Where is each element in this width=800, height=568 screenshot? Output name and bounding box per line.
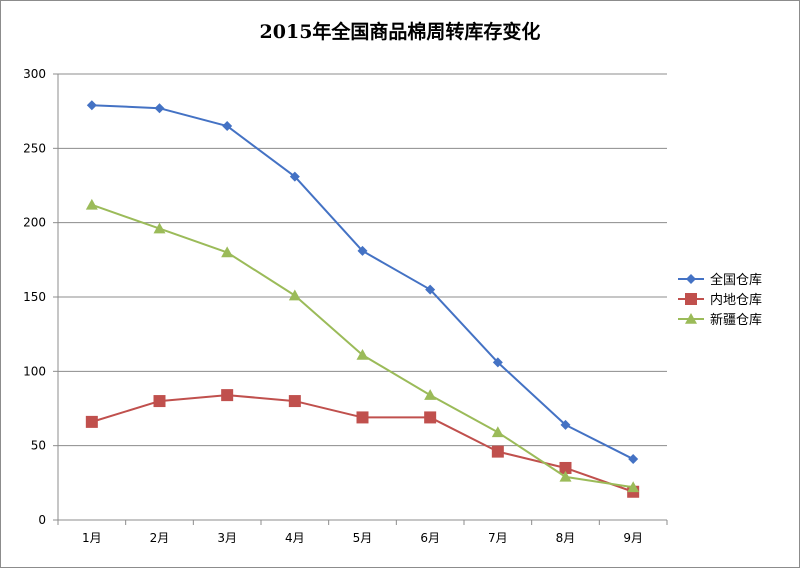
series-1-point-1	[86, 100, 97, 111]
x-tick-labels: 1月 2月 3月 4月 5月 6月 7月 8月 9月	[82, 531, 643, 545]
series-2-point-3	[221, 389, 234, 402]
y-tick-label-100: 100	[23, 364, 46, 378]
series-3	[85, 198, 640, 493]
x-tick-label-5: 5月	[353, 531, 373, 545]
x-tick-label-6: 6月	[420, 531, 440, 545]
series-3-point-8	[559, 470, 572, 482]
legend-entry-3: 新疆仓库	[678, 312, 762, 328]
y-tick-label-0: 0	[38, 513, 46, 527]
legend-label-2: 内地仓库	[710, 292, 762, 308]
x-tick-label-4: 4月	[285, 531, 305, 545]
chart-title: 2015年全国商品棉周转库存变化	[260, 20, 541, 43]
x-tick-label-1: 1月	[82, 531, 102, 545]
legend-marker-1	[686, 274, 696, 284]
series-2-point-1	[85, 415, 98, 428]
x-tick-label-2: 2月	[150, 531, 170, 545]
series-1-point-3	[222, 121, 233, 132]
y-tick-label-200: 200	[23, 216, 46, 230]
series-2	[85, 389, 640, 498]
legend-entry-1: 全国仓库	[678, 272, 762, 288]
series-1-point-8	[560, 419, 571, 430]
series-3-point-3	[221, 246, 234, 258]
series-group	[85, 100, 640, 498]
series-2-point-7	[491, 445, 504, 458]
series-2-point-5	[356, 411, 369, 424]
series-1-point-7	[492, 357, 503, 368]
series-2-line	[91, 394, 634, 493]
legend-label-1: 全国仓库	[710, 272, 762, 288]
series-3-point-1	[85, 198, 98, 210]
x-tick-label-9: 9月	[623, 531, 643, 545]
x-tick-label-3: 3月	[217, 531, 237, 545]
series-3-point-9	[627, 481, 640, 493]
series-1-point-6	[425, 284, 436, 295]
series-2-point-4	[288, 395, 301, 408]
series-3-point-7	[491, 426, 504, 438]
series-3-point-5	[356, 348, 369, 360]
series-1-point-5	[357, 245, 368, 256]
y-tick-label-300: 300	[23, 67, 46, 81]
y-tick-labels: 0 50 100 150 200 250 300	[23, 67, 46, 527]
series-1	[86, 100, 639, 465]
series-2-point-6	[424, 411, 437, 424]
series-2-point-2	[153, 395, 166, 408]
series-3-point-4	[288, 289, 301, 301]
series-1-point-9	[628, 454, 639, 465]
series-1-line	[91, 104, 634, 460]
legend-entry-2: 内地仓库	[678, 292, 762, 308]
y-tick-label-150: 150	[23, 290, 46, 304]
series-1-point-2	[154, 103, 165, 114]
x-tick-label-8: 8月	[556, 531, 576, 545]
y-tick-label-50: 50	[31, 439, 46, 453]
series-1-point-4	[289, 171, 300, 182]
x-tick-label-7: 7月	[488, 531, 508, 545]
gridlines	[58, 73, 667, 447]
y-tick-label-250: 250	[23, 141, 46, 155]
legend-marker-2	[685, 293, 697, 305]
series-2-point-8	[559, 461, 572, 474]
series-3-point-6	[424, 389, 437, 400]
axes	[53, 73, 668, 525]
legend-marker-3	[685, 313, 697, 324]
series-3-point-2	[153, 222, 166, 234]
legend-label-3: 新疆仓库	[710, 312, 762, 328]
